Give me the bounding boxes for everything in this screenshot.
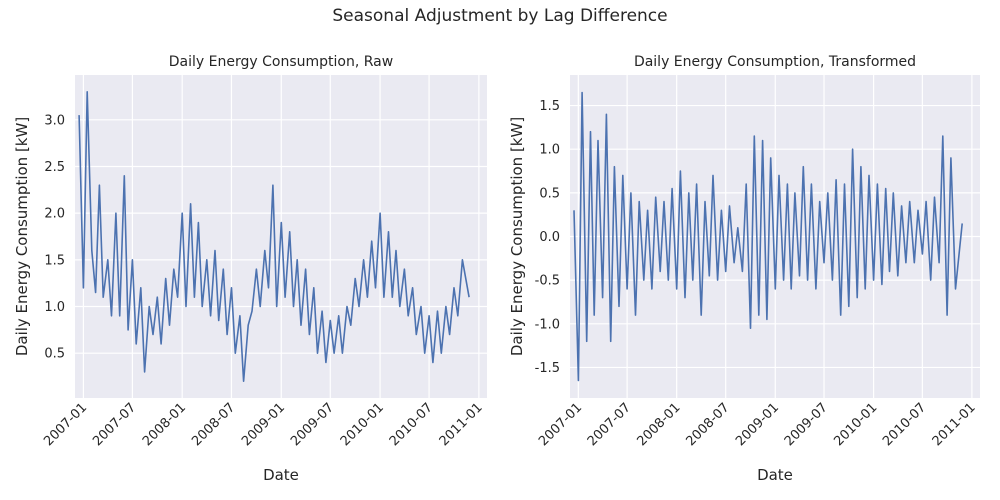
x-tick-label: 2008-01 bbox=[140, 400, 189, 449]
x-tick-label: 2008-01 bbox=[634, 400, 683, 449]
x-tick-label: 2007-07 bbox=[585, 400, 634, 449]
x-tick-label: 2009-07 bbox=[288, 400, 337, 449]
y-tick-label: -0.5 bbox=[535, 274, 560, 289]
y-tick-label: -1.5 bbox=[535, 361, 560, 376]
y-tick-label: 1.0 bbox=[44, 300, 65, 315]
y-tick-label: 1.0 bbox=[539, 143, 560, 158]
y-tick-label: 0.5 bbox=[44, 347, 65, 362]
x-tick-label: 2010-07 bbox=[387, 400, 436, 449]
x-axis-label: Date bbox=[757, 466, 793, 484]
y-tick-label: 2.0 bbox=[44, 207, 65, 222]
x-tick-label: 2011-01 bbox=[437, 400, 486, 449]
y-tick-label: 0.0 bbox=[539, 230, 560, 245]
subplot-title: Daily Energy Consumption, Raw bbox=[169, 54, 393, 70]
x-tick-label: 2009-07 bbox=[782, 400, 831, 449]
x-tick-label: 2007-01 bbox=[536, 400, 585, 449]
series-line-1 bbox=[573, 91, 963, 382]
y-tick-label: -1.0 bbox=[535, 317, 560, 332]
x-tick-label: 2009-01 bbox=[239, 400, 288, 449]
series-line-1 bbox=[78, 91, 470, 383]
y-axis-label: Daily Energy Consumption [kW] bbox=[13, 117, 31, 356]
x-tick-label: 2010-07 bbox=[880, 400, 929, 449]
x-tick-label: 2007-01 bbox=[41, 400, 90, 449]
y-tick-label: 2.5 bbox=[44, 160, 65, 175]
x-tick-label: 2007-07 bbox=[90, 400, 139, 449]
x-tick-label: 2008-07 bbox=[684, 400, 733, 449]
x-tick-label: 2008-07 bbox=[189, 400, 238, 449]
figure-title: Seasonal Adjustment by Lag Difference bbox=[332, 6, 668, 26]
x-axis-label: Date bbox=[263, 466, 299, 484]
x-tick-label: 2010-01 bbox=[338, 400, 387, 449]
y-tick-label: 0.5 bbox=[539, 186, 560, 201]
subplot-title: Daily Energy Consumption, Transformed bbox=[634, 54, 916, 70]
y-tick-label: 1.5 bbox=[539, 99, 560, 114]
x-tick-label: 2011-01 bbox=[930, 400, 979, 449]
y-axis-label: Daily Energy Consumption [kW] bbox=[508, 117, 526, 356]
y-tick-label: 1.5 bbox=[44, 253, 65, 268]
x-tick-label: 2010-01 bbox=[831, 400, 880, 449]
x-tick-label: 2009-01 bbox=[733, 400, 782, 449]
y-tick-label: 3.0 bbox=[44, 113, 65, 128]
